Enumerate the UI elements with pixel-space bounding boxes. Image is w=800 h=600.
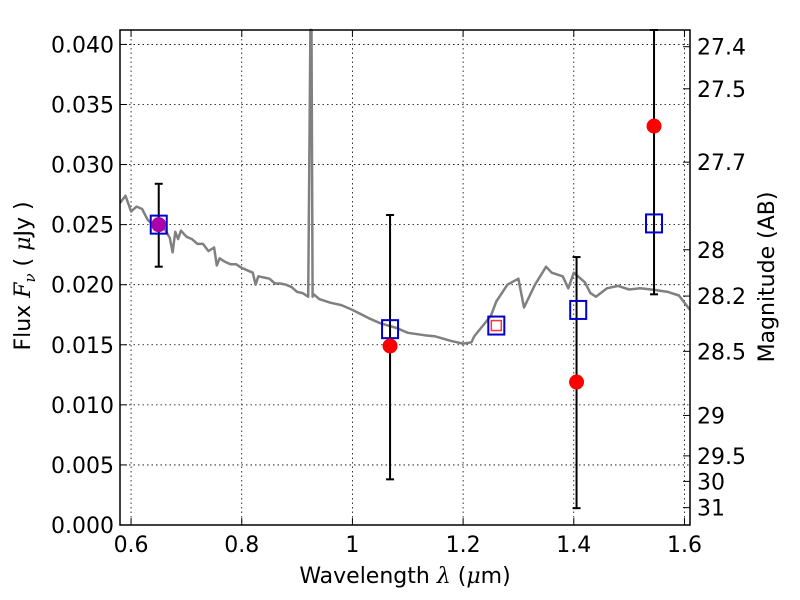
spectrum-line bbox=[119, 28, 691, 345]
spectrum-layer bbox=[119, 28, 691, 345]
x-tick-label: 0.8 bbox=[224, 533, 259, 558]
x-tick-label: 0.6 bbox=[114, 533, 149, 558]
data-point bbox=[569, 374, 585, 390]
y-tick-label: 0.000 bbox=[51, 514, 114, 539]
model-square bbox=[149, 214, 168, 235]
extra-square bbox=[490, 319, 503, 332]
y2-tick-label: 31 bbox=[697, 497, 725, 522]
ticks bbox=[120, 30, 690, 526]
y2-tick-label: 27.4 bbox=[697, 36, 746, 61]
errorbars bbox=[154, 29, 659, 510]
x-tick-label: 1.4 bbox=[556, 533, 591, 558]
y2-tick-label: 27.5 bbox=[697, 78, 746, 103]
model-square bbox=[569, 299, 588, 320]
data-points bbox=[151, 118, 662, 390]
y-tick-label: 0.035 bbox=[51, 93, 114, 118]
y2-axis-label: Magnitude (AB) bbox=[755, 192, 780, 363]
y-tick-label: 0.010 bbox=[51, 394, 114, 419]
y-tick-label: 0.025 bbox=[51, 214, 114, 239]
data-point bbox=[151, 217, 167, 233]
y2-tick-label: 28.2 bbox=[697, 285, 746, 310]
x-tick-labels: 0.6 0.8 1 1.2 1.4 1.6 bbox=[114, 533, 702, 558]
y2-tick-label: 28 bbox=[697, 239, 725, 264]
data-point bbox=[382, 338, 398, 354]
y-tick-labels: 0.000 0.005 0.010 0.015 0.020 0.025 0.030 0.035… bbox=[51, 33, 114, 539]
grid bbox=[120, 30, 690, 526]
x-tick-label: 1 bbox=[345, 533, 359, 558]
y2-tick-label: 27.7 bbox=[697, 151, 746, 176]
plot-frame bbox=[119, 29, 691, 526]
x-tick-label: 1.2 bbox=[446, 533, 481, 558]
y-tick-label: 0.015 bbox=[51, 334, 114, 359]
model-square bbox=[381, 319, 400, 340]
y-tick-label: 0.005 bbox=[51, 454, 114, 479]
y-axis-label: Flux Fν ( μJy ) bbox=[11, 201, 39, 350]
y-tick-label: 0.020 bbox=[51, 274, 114, 299]
data-point bbox=[646, 118, 662, 134]
y2-tick-label: 29 bbox=[697, 404, 725, 429]
y2-tick-label: 30 bbox=[697, 470, 725, 495]
model-square bbox=[645, 213, 664, 234]
y-tick-label: 0.030 bbox=[51, 154, 114, 179]
y-tick-label: 0.040 bbox=[51, 33, 114, 58]
model-points bbox=[149, 213, 664, 340]
x-tick-label: 1.6 bbox=[667, 533, 702, 558]
x-axis-label: Wavelength λ (μm) bbox=[299, 564, 510, 589]
model-square bbox=[487, 315, 506, 336]
y2-tick-label: 29.5 bbox=[697, 445, 746, 470]
y2-tick-label: 28.5 bbox=[697, 340, 746, 365]
